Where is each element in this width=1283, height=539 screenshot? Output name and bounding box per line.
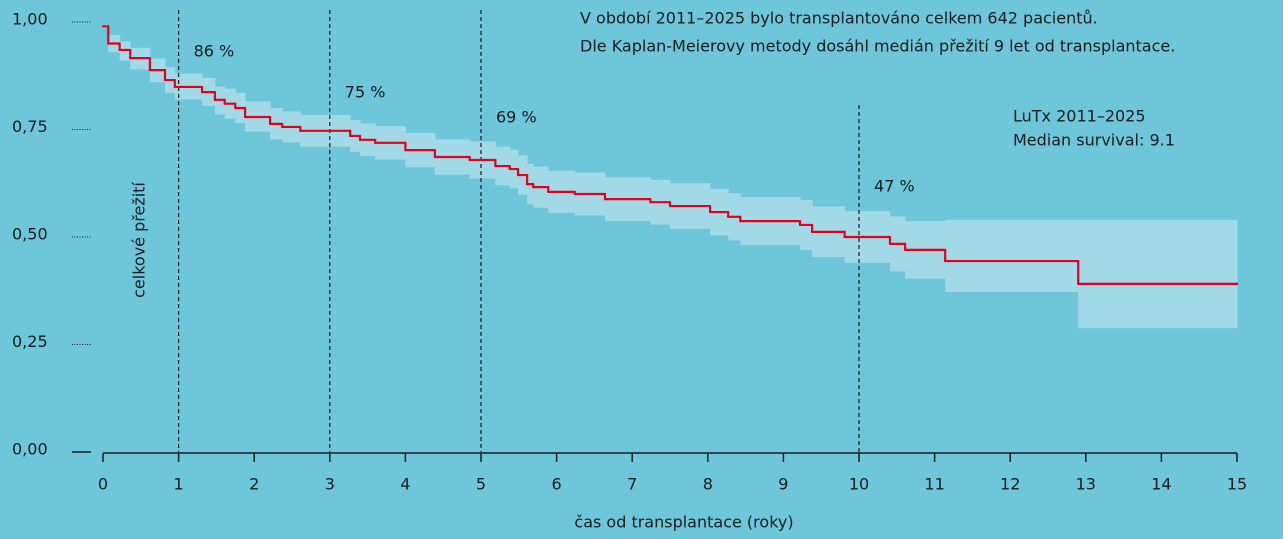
confidence-band — [945, 219, 1079, 293]
x-axis-label: čas od transplantace (roky) — [574, 513, 793, 532]
x-tick-label: 11 — [924, 475, 944, 494]
legend-entry: LuTx 2011–2025 — [1013, 107, 1146, 126]
y-tick-label: 1,00 — [12, 10, 48, 29]
title-line: V období 2011–2025 bylo transplantováno … — [580, 9, 1098, 28]
x-tick-label: 12 — [1000, 475, 1020, 494]
x-tick-label: 10 — [849, 475, 869, 494]
x-tick-label: 6 — [552, 475, 562, 494]
y-tick-label: 0,25 — [12, 332, 48, 351]
x-tick-label: 7 — [627, 475, 637, 494]
x-tick-label: 0 — [98, 475, 108, 494]
x-tick-label: 5 — [476, 475, 486, 494]
x-tick-label: 4 — [400, 475, 410, 494]
y-tick-label: 0,75 — [12, 117, 48, 136]
y-tick-label: 0,50 — [12, 225, 48, 244]
x-tick-label: 2 — [249, 475, 259, 494]
y-axis-label: celkové přežití — [130, 182, 149, 298]
y-tick-label: 0,00 — [12, 440, 48, 459]
milestone-label: 69 % — [496, 108, 537, 127]
title-line: Dle Kaplan-Meierovy metody dosáhl medián… — [580, 37, 1175, 56]
milestone-label: 47 % — [874, 177, 915, 196]
x-tick-label: 15 — [1227, 475, 1247, 494]
x-tick-label: 8 — [703, 475, 713, 494]
x-tick-label: 1 — [174, 475, 184, 494]
legend-note: Median survival: 9.1 — [1013, 131, 1175, 150]
milestone-label: 75 % — [345, 83, 386, 102]
x-tick-label: 3 — [325, 475, 335, 494]
x-tick-label: 13 — [1076, 475, 1096, 494]
x-tick-label: 9 — [778, 475, 788, 494]
confidence-band — [1078, 219, 1238, 329]
milestone-label: 86 % — [194, 42, 235, 61]
x-tick-label: 14 — [1151, 475, 1171, 494]
